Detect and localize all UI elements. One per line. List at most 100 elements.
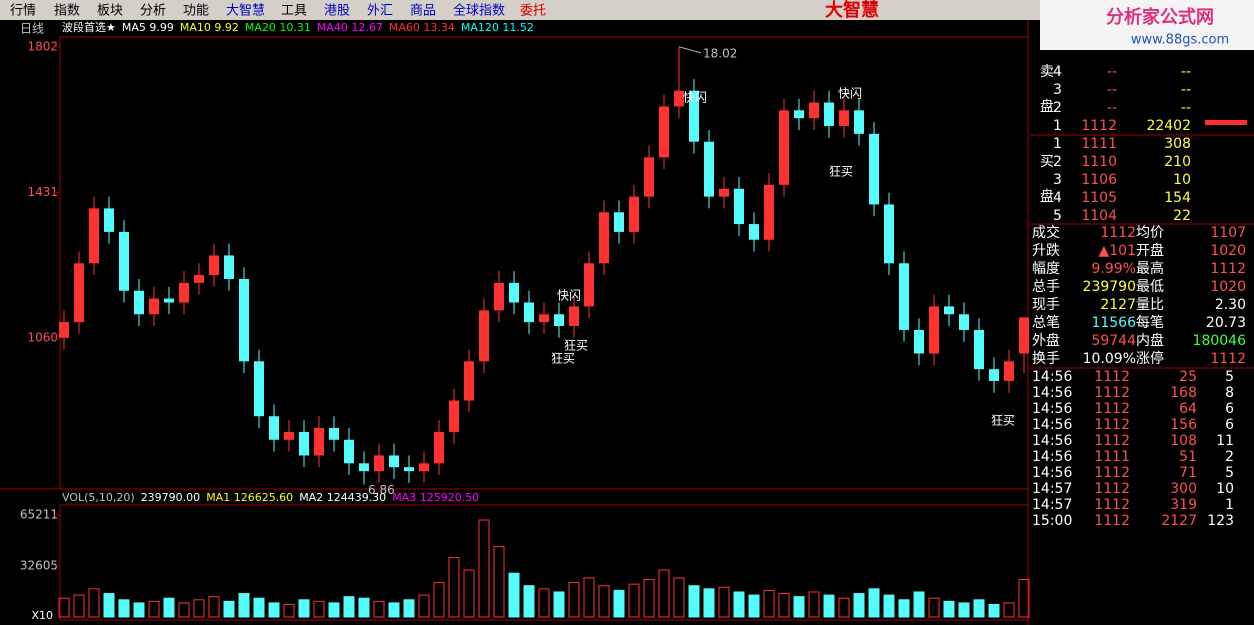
level-price: 1105: [1081, 190, 1117, 206]
high-label: 18.02: [703, 46, 737, 60]
watermark-bg: [1040, 0, 1254, 50]
tick-price: 1112: [1094, 385, 1130, 401]
ma-legend: MA40 12.67: [317, 21, 383, 34]
y-tick-label: 32605: [20, 559, 58, 573]
side-label: 卖: [1040, 64, 1054, 80]
candle-body: [59, 322, 69, 338]
candle-body: [194, 275, 204, 283]
volume-bar: [538, 588, 550, 618]
tick-price: 1112: [1094, 497, 1130, 513]
volume-bar: [118, 599, 130, 618]
watermark-url: www.88gs.com: [1131, 33, 1229, 48]
menu-item[interactable]: 商品: [410, 4, 436, 19]
signal-label: 狂买: [829, 165, 853, 179]
tick-count: 10: [1216, 481, 1234, 497]
candle-body: [224, 255, 234, 279]
candle-body: [899, 263, 909, 330]
signal-label: 狂买: [991, 414, 1015, 428]
volume-bar: [823, 594, 835, 618]
tick-price: 1112: [1094, 417, 1130, 433]
candle-body: [209, 255, 219, 276]
candle-body: [149, 298, 159, 315]
ma-legend: MA10 9.92: [180, 21, 239, 34]
menu-item[interactable]: 功能: [183, 4, 209, 19]
stat-label: 最低: [1136, 279, 1164, 295]
signal-label: 快闪: [683, 91, 707, 105]
volume-bar: [943, 600, 955, 618]
volume-bar: [223, 600, 235, 618]
volume-bar: [463, 569, 475, 618]
volume-bar: [568, 582, 580, 618]
menu-item[interactable]: 板块: [97, 4, 123, 19]
stat-value: 1112: [1210, 351, 1246, 367]
candle-body: [704, 141, 714, 197]
tick-time: 14:56: [1032, 385, 1072, 401]
candle-body: [929, 306, 939, 354]
candle-body: [584, 263, 594, 307]
volume-bar: [298, 599, 310, 618]
candle-body: [74, 263, 84, 323]
y-tick-label: 65211: [20, 508, 58, 522]
tick-time: 14:56: [1032, 401, 1072, 417]
menu-item[interactable]: 港股: [324, 4, 350, 19]
tick-price: 1112: [1094, 481, 1130, 497]
menu-item[interactable]: 全球指数: [453, 3, 505, 19]
volume-bar: [883, 594, 895, 618]
level-volume: --: [1181, 100, 1191, 116]
menu-item[interactable]: 分析: [140, 4, 166, 19]
candle-body: [629, 196, 639, 232]
menu-item[interactable]: 大智慧: [226, 3, 265, 19]
volume-bar: [703, 588, 715, 618]
level-volume: 308: [1164, 136, 1191, 152]
level-index: 3: [1053, 82, 1062, 98]
candle-body: [599, 212, 609, 264]
volume-bar: [418, 594, 430, 618]
volume-bar: [478, 519, 490, 618]
ma-legend: MA120 11.52: [461, 21, 534, 34]
volume-bar: [748, 594, 760, 618]
tick-time: 15:00: [1032, 513, 1072, 529]
volume-bar: [763, 589, 775, 618]
stat-value: 59744: [1091, 333, 1136, 349]
volume-bar: [253, 597, 265, 618]
volume-bar: [133, 602, 145, 618]
candle-body: [164, 298, 174, 303]
level-index: 2: [1053, 100, 1062, 116]
watermark-title: 分析家公式网: [1106, 6, 1214, 28]
menu-item[interactable]: 行情: [10, 4, 36, 19]
side-label: 买: [1040, 154, 1054, 170]
menu-item[interactable]: 工具: [281, 4, 307, 19]
tick-time: 14:56: [1032, 369, 1072, 385]
volume-bar: [268, 602, 280, 618]
menu-item[interactable]: 指数: [54, 4, 80, 19]
volume-bar: [163, 597, 175, 618]
candle-body: [884, 204, 894, 264]
candle-body: [749, 224, 759, 240]
candle-body: [809, 102, 819, 119]
candle-body: [644, 157, 654, 197]
volume-bar: [1018, 578, 1030, 618]
stat-label: 量比: [1136, 297, 1164, 313]
level-index: 4: [1053, 64, 1062, 80]
volume-bar: [688, 585, 700, 618]
stat-value: ▲101: [1099, 243, 1137, 259]
volume-bar: [388, 602, 400, 618]
tick-count: 5: [1225, 465, 1234, 481]
volume-bar: [523, 585, 535, 618]
menu-item[interactable]: 外汇: [367, 4, 393, 19]
level-price: --: [1107, 64, 1117, 80]
volume-bar: [598, 585, 610, 618]
candle-body: [854, 110, 864, 134]
stat-value: 1112: [1100, 225, 1136, 241]
candle-body: [479, 310, 489, 362]
tick-count: 6: [1225, 417, 1234, 433]
signal-label: 狂买: [551, 352, 575, 366]
level-volume: 22: [1173, 208, 1191, 224]
tick-volume: 319: [1170, 497, 1197, 513]
volume-bar: [493, 546, 505, 618]
menu-item[interactable]: 委托: [520, 4, 546, 19]
stat-label: 外盘: [1032, 332, 1060, 349]
stat-label: 开盘: [1136, 242, 1164, 259]
candle-body: [779, 110, 789, 185]
stat-value: 20.73: [1206, 315, 1246, 331]
